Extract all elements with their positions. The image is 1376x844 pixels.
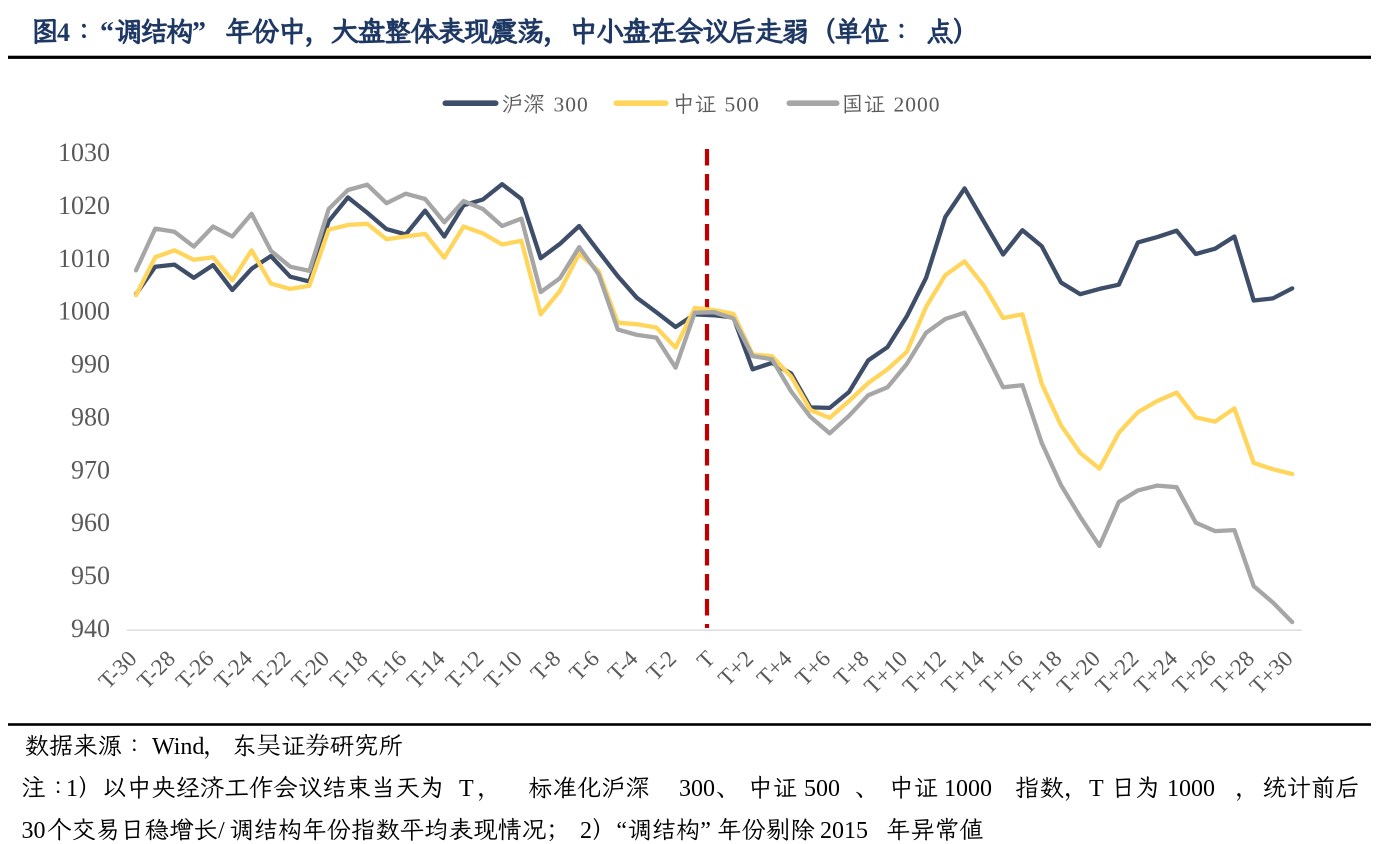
svg-text:300: 300	[554, 93, 589, 117]
svg-text:2: 2	[580, 818, 592, 844]
svg-text:1000: 1000	[58, 297, 110, 326]
svg-text:T: T	[1089, 776, 1104, 802]
svg-text:“: “	[616, 818, 627, 844]
svg-text:940: 940	[71, 614, 110, 643]
svg-text:500: 500	[804, 776, 840, 802]
svg-text:990: 990	[71, 350, 110, 379]
svg-text:970: 970	[71, 455, 110, 484]
svg-text:T: T	[459, 776, 474, 802]
svg-text:1020: 1020	[58, 191, 110, 220]
svg-text:2015: 2015	[820, 818, 868, 844]
svg-text:1: 1	[66, 776, 78, 802]
svg-text:/: /	[218, 818, 225, 844]
svg-text:”: ”	[192, 17, 206, 48]
svg-text:1010: 1010	[58, 244, 110, 273]
svg-text:1000: 1000	[1167, 776, 1215, 802]
svg-text:“: “	[100, 17, 114, 48]
svg-text:960: 960	[71, 508, 110, 537]
svg-text:1000: 1000	[944, 776, 992, 802]
svg-text:4: 4	[57, 18, 70, 47]
svg-text:500: 500	[725, 93, 760, 117]
svg-text:30: 30	[22, 818, 46, 844]
svg-text:300: 300	[679, 776, 715, 802]
svg-text:Wind: Wind	[152, 734, 204, 760]
svg-text:980: 980	[71, 402, 110, 431]
svg-text:”: ”	[700, 818, 711, 844]
svg-text:950: 950	[71, 561, 110, 590]
svg-text:1030: 1030	[58, 138, 110, 167]
svg-text:2000: 2000	[894, 93, 941, 117]
